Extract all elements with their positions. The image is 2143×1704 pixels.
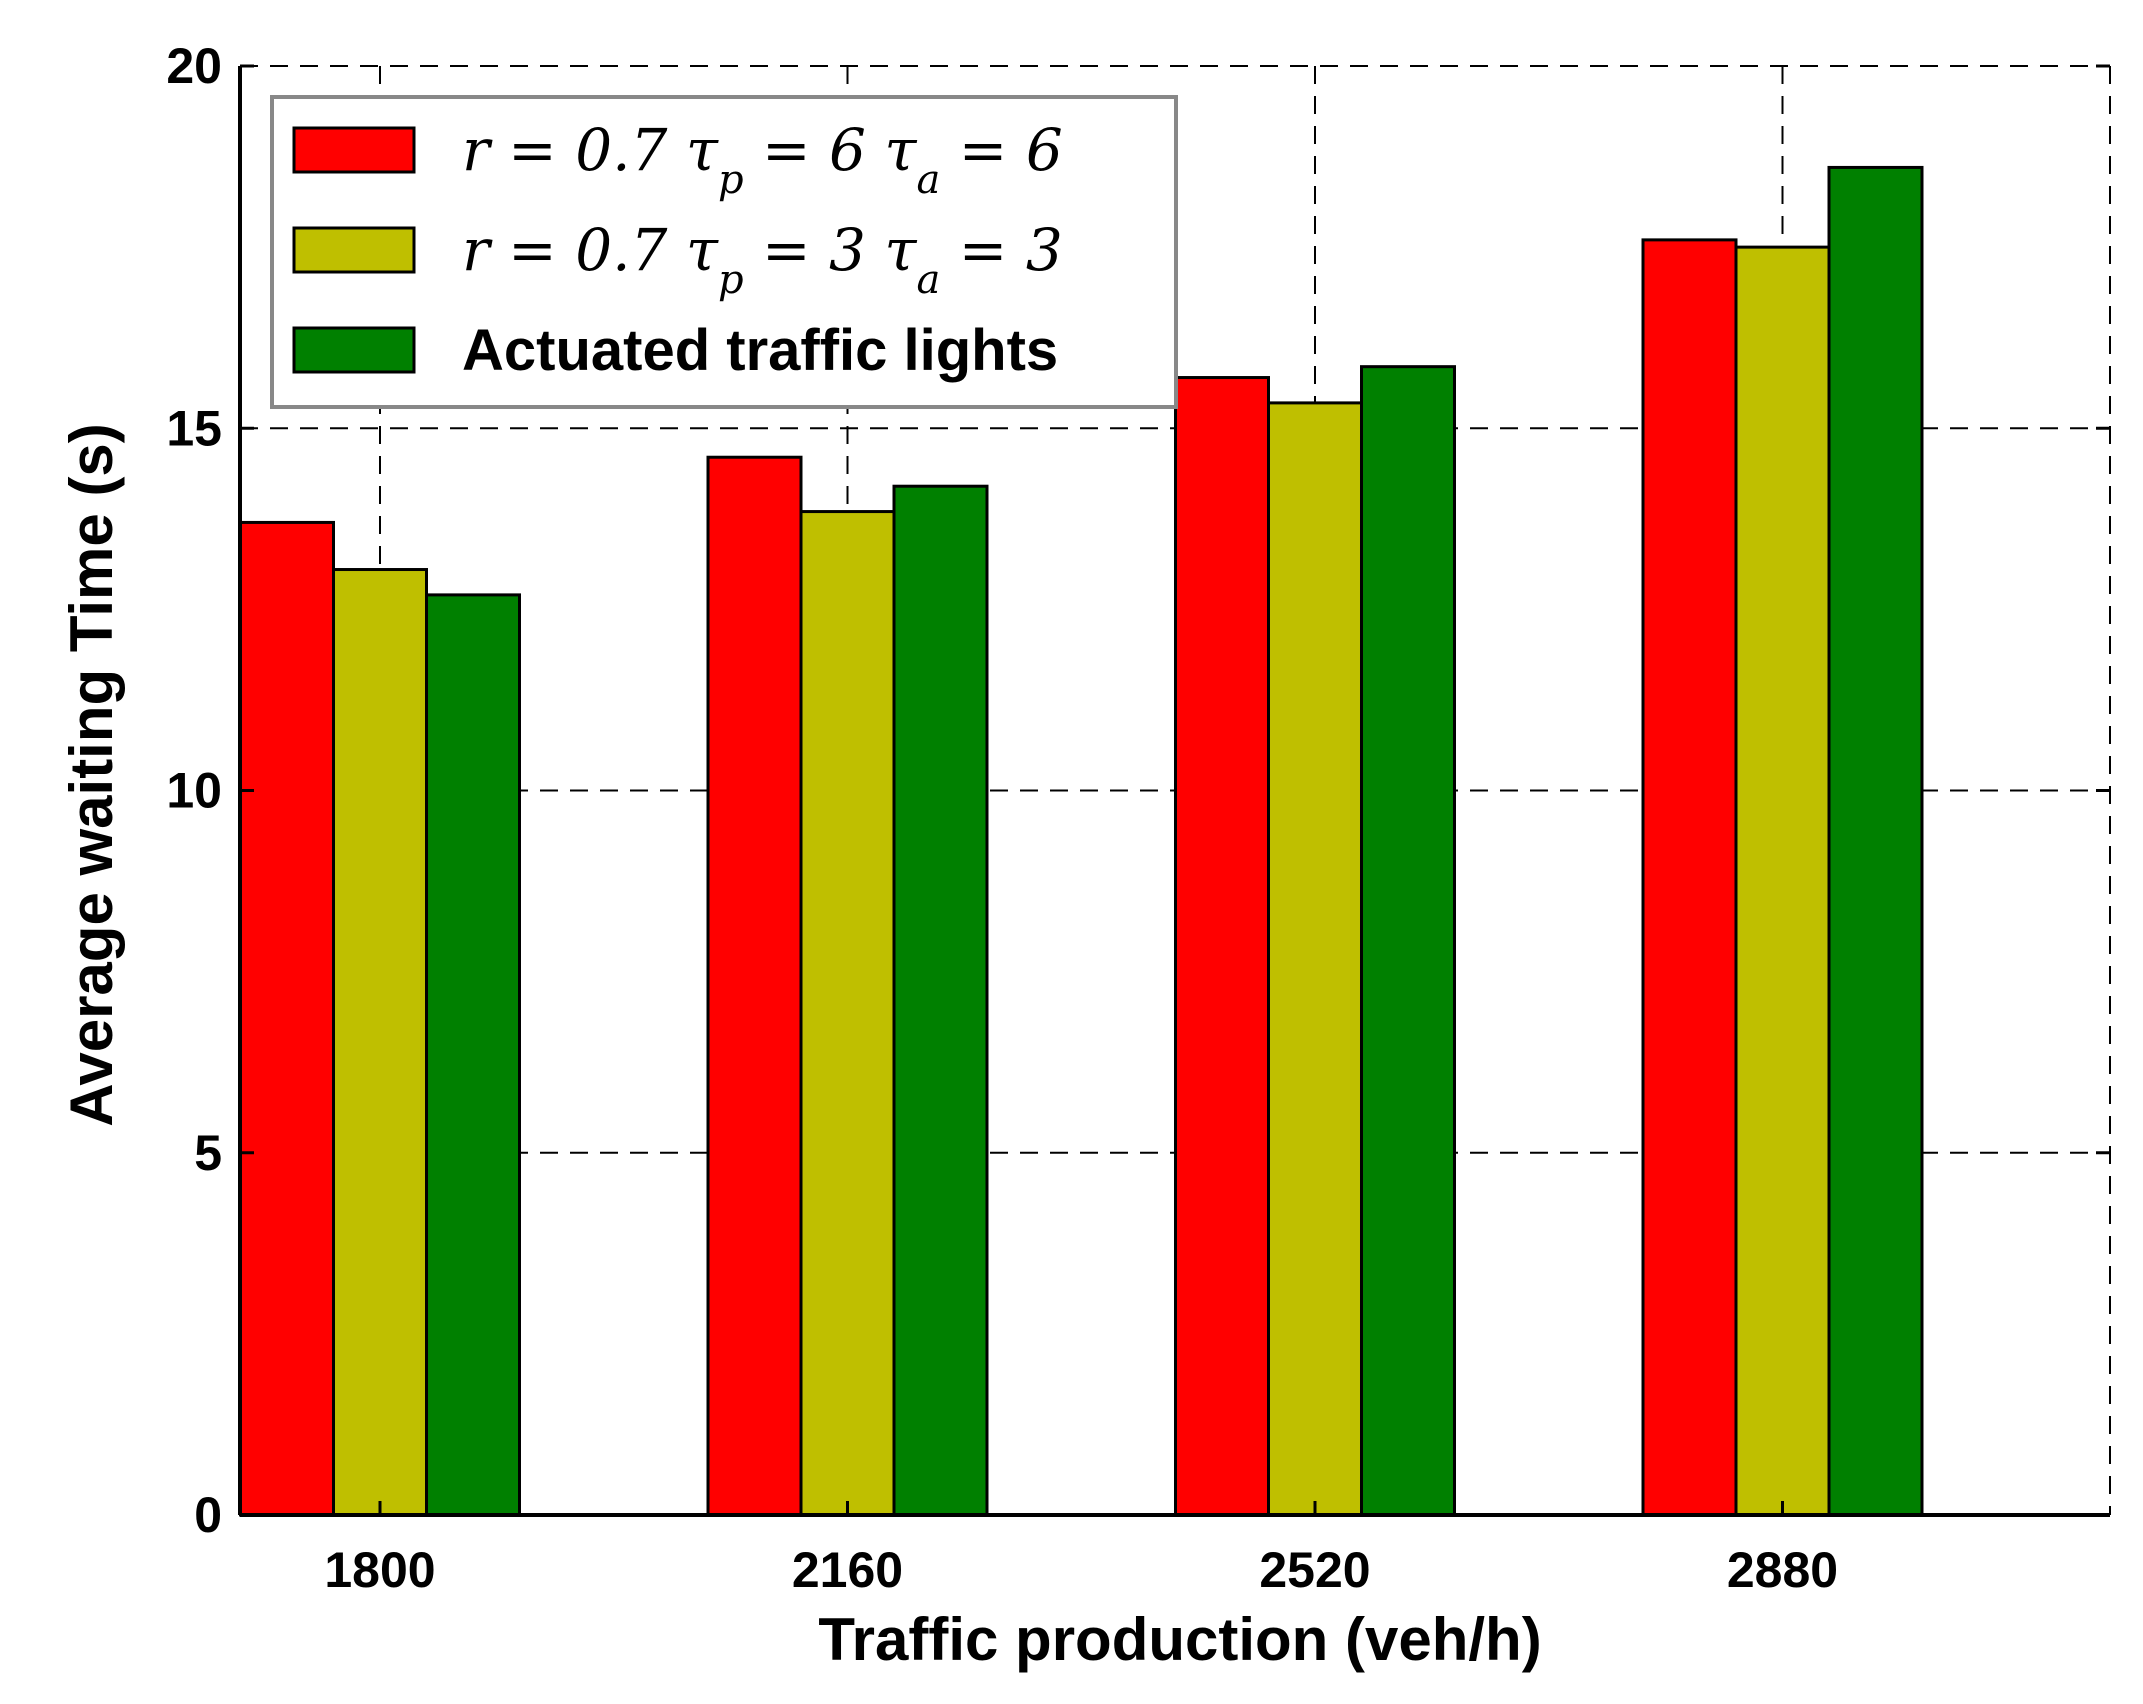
ticks: 0 5 10 15 20 1800 2160 2520 2880 [166,38,2110,1598]
legend-frame [270,95,1178,409]
y-tick-label: 15 [166,400,222,456]
legend-label: r = 0.7 τp = 3 τa = 3 [462,216,1063,303]
legend-swatch [292,326,416,374]
y-tick-label: 20 [166,38,222,94]
bar [332,568,428,1517]
bar [799,510,896,1517]
bar [1267,401,1363,1517]
x-tick-label: 2520 [1259,1542,1370,1598]
x-tick-label: 2880 [1727,1542,1838,1598]
legend-label: Actuated traffic lights [462,318,1058,383]
y-tick-label: 10 [166,763,222,819]
bar [706,455,803,1517]
bar [1641,238,1738,1517]
bar [239,520,335,1517]
legend: r = 0.7 τp = 6 τa = 6 r = 0.7 τp = 3 τa =… [270,95,1178,409]
bar [892,484,989,1517]
legend-swatch [292,226,416,274]
x-tick-label: 2160 [792,1542,903,1598]
bars [239,165,1924,1517]
bar [425,593,521,1517]
y-tick-label: 5 [194,1125,222,1181]
legend-swatch [292,126,416,174]
x-tick-label: 1800 [324,1542,435,1598]
bar [1734,245,1831,1517]
bar [1174,376,1270,1517]
legend-label: r = 0.7 τp = 6 τa = 6 [462,116,1063,203]
bar [1827,165,1924,1517]
bar [1360,365,1456,1517]
y-axis-label: Average waiting Time (s) [58,423,125,1127]
x-axis-label: Traffic production (veh/h) [818,1606,1541,1673]
y-tick-label: 0 [194,1487,222,1543]
